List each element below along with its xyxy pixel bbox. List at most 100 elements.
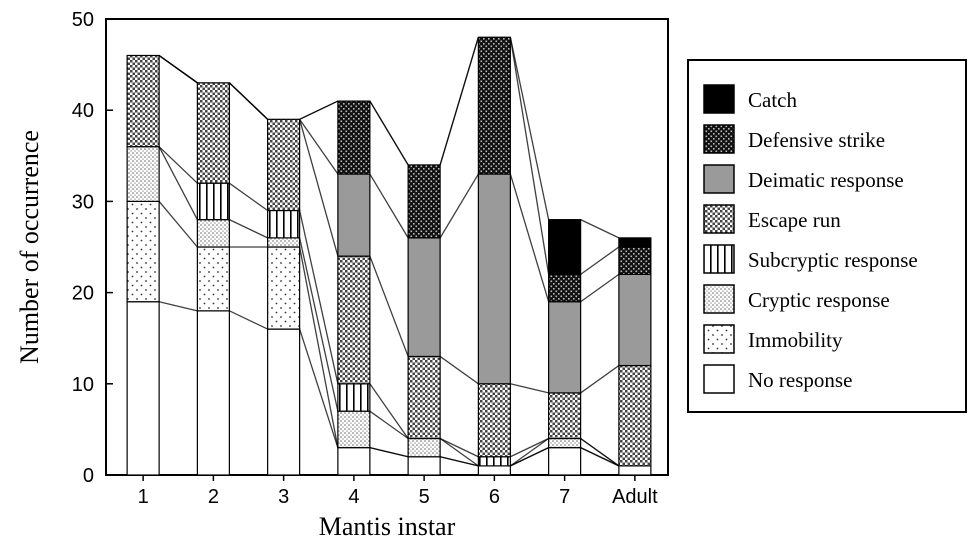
bar-segment-defensive-strike-adult <box>618 246 652 275</box>
y-tick-label-10: 10 <box>72 374 94 396</box>
legend-label-deimatic-response: Deimatic response <box>748 168 904 192</box>
legend-swatch-subcryptic-response <box>703 244 735 274</box>
bar-segment-escape-run-7 <box>548 392 582 440</box>
connector-cryptic-response-3-to-4 <box>298 237 339 412</box>
legend-label-defensive-strike: Defensive strike <box>748 128 885 152</box>
y-axis: 0 10 20 30 40 50 <box>72 9 113 487</box>
connector-deimatic-response-5-to-6 <box>439 173 479 239</box>
bar-segment-subcryptic-response-2 <box>196 182 230 221</box>
segment-connector-lines <box>158 37 620 467</box>
legend-swatch-no-response <box>703 364 735 394</box>
bar-segment-cryptic-response-5 <box>407 437 441 458</box>
bar-segment-escape-run-3 <box>267 118 301 212</box>
bar-segment-deimatic-response-5 <box>407 237 441 358</box>
connector-catch-6-to-7 <box>509 37 550 220</box>
bar-segment-escape-run-4 <box>337 255 371 385</box>
legend-swatch-catch <box>703 84 735 114</box>
connector-cryptic-response-4-to-5 <box>369 410 409 440</box>
bar-segment-cryptic-response-4 <box>337 410 371 449</box>
connector-subcryptic-response-5-to-6 <box>439 437 479 458</box>
y-tick-label-20: 20 <box>72 283 94 305</box>
x-tick-label-5: 5 <box>419 486 430 508</box>
bar-segment-deimatic-response-7 <box>548 301 582 394</box>
connector-immobility-3-to-4 <box>298 246 339 448</box>
x-axis: 1 2 3 4 5 6 7 Adult <box>138 475 658 508</box>
connector-escape-run-6-to-7 <box>510 383 549 394</box>
x-tick-label-6: 6 <box>489 486 500 508</box>
connector-cryptic-response-1-to-2 <box>158 146 198 220</box>
plot-area: 0 10 20 30 40 50 1 2 3 4 5 6 7 Adult <box>72 9 669 508</box>
connector-deimatic-response-3-to-4 <box>299 118 339 175</box>
bar-segment-deimatic-response-adult <box>618 273 652 367</box>
x-axis-title: Mantis instar <box>319 512 456 541</box>
legend-swatch-escape-run <box>703 204 735 234</box>
bar-segment-escape-run-2 <box>196 82 230 184</box>
y-axis-title: Number of occurrence <box>15 130 44 364</box>
connector-catch-4-to-5 <box>369 100 409 166</box>
connector-escape-run-4-to-5 <box>369 255 409 357</box>
connector-catch-3-to-4 <box>299 100 339 120</box>
bar-segment-no-response-2 <box>196 310 230 476</box>
bar-segment-escape-run-1 <box>126 54 160 148</box>
connector-subcryptic-response-2-to-3 <box>228 182 269 212</box>
x-tick-label-4: 4 <box>348 486 359 508</box>
connector-immobility-1-to-2 <box>158 200 198 248</box>
legend-swatch-defensive-strike <box>703 124 735 154</box>
bar-segment-no-response-4 <box>337 447 371 476</box>
y-tick-label-30: 30 <box>72 191 94 213</box>
x-tick-label-3: 3 <box>278 486 289 508</box>
connector-catch-5-to-6 <box>439 37 479 166</box>
x-tick-label-7: 7 <box>559 486 570 508</box>
legend-label-catch: Catch <box>748 88 797 112</box>
connector-immobility-7-to-adult <box>580 447 620 467</box>
bar-segment-immobility-3 <box>267 246 301 330</box>
plot-frame <box>105 18 669 476</box>
connector-cryptic-response-2-to-3 <box>229 219 268 239</box>
connector-immobility-5-to-6 <box>439 456 479 467</box>
bar-segment-no-response-5 <box>407 456 441 476</box>
y-tick-label-40: 40 <box>72 100 94 122</box>
legend-label-subcryptic-response: Subcryptic response <box>748 248 918 272</box>
connector-defensive-strike-6-to-7 <box>509 37 550 275</box>
x-tick-label-adult: Adult <box>612 486 658 508</box>
connector-subcryptic-response-4-to-5 <box>369 383 409 439</box>
bar-segment-no-response-adult <box>618 465 652 476</box>
connector-deimatic-response-6-to-7 <box>509 173 550 302</box>
bar-segment-cryptic-response-1 <box>126 146 160 202</box>
bar-segment-catch-7 <box>548 219 582 275</box>
bar-segment-escape-run-5 <box>407 355 441 440</box>
connector-immobility-6-to-7 <box>510 447 549 467</box>
connector-escape-run-3-to-4 <box>298 119 339 257</box>
connector-immobility-4-to-5 <box>369 447 409 458</box>
bar-segment-immobility-2 <box>196 246 230 312</box>
x-tick-label-2: 2 <box>208 486 219 508</box>
bar-segment-defensive-strike-7 <box>548 273 582 303</box>
y-tick-label-0: 0 <box>83 465 94 487</box>
connector-defensive-strike-7-to-adult <box>580 246 620 275</box>
connector-subcryptic-response-7-to-adult <box>580 437 620 467</box>
connector-no-response-2-to-3 <box>229 310 268 330</box>
connector-subcryptic-response-3-to-4 <box>298 210 339 384</box>
bar-segment-cryptic-response-2 <box>196 219 230 248</box>
connector-subcryptic-response-6-to-7 <box>510 437 549 458</box>
bars <box>126 36 652 476</box>
bar-segment-escape-run-6 <box>477 383 511 458</box>
bar-segment-subcryptic-response-3 <box>267 209 301 239</box>
connector-no-response-1-to-2 <box>158 301 198 312</box>
bar-segment-escape-run-adult <box>618 364 652 467</box>
connector-escape-run-7-to-adult <box>580 365 620 394</box>
x-tick-label-1: 1 <box>138 486 149 508</box>
legend-swatch-cryptic-response <box>703 284 735 314</box>
bar-segment-no-response-3 <box>267 328 301 476</box>
bar-segment-cryptic-response-7 <box>548 437 582 449</box>
legend-label-immobility: Immobility <box>748 328 843 352</box>
bar-segment-subcryptic-response-4 <box>337 383 371 412</box>
bar-segment-immobility-1 <box>126 200 160 303</box>
legend-swatch-deimatic-response <box>703 164 735 194</box>
connector-escape-run-5-to-6 <box>439 355 479 385</box>
bar-segment-no-response-7 <box>548 447 582 476</box>
connector-catch-1-to-2 <box>158 54 198 84</box>
bar-segment-defensive-strike-4 <box>337 100 371 175</box>
bar-segment-no-response-1 <box>126 301 160 476</box>
